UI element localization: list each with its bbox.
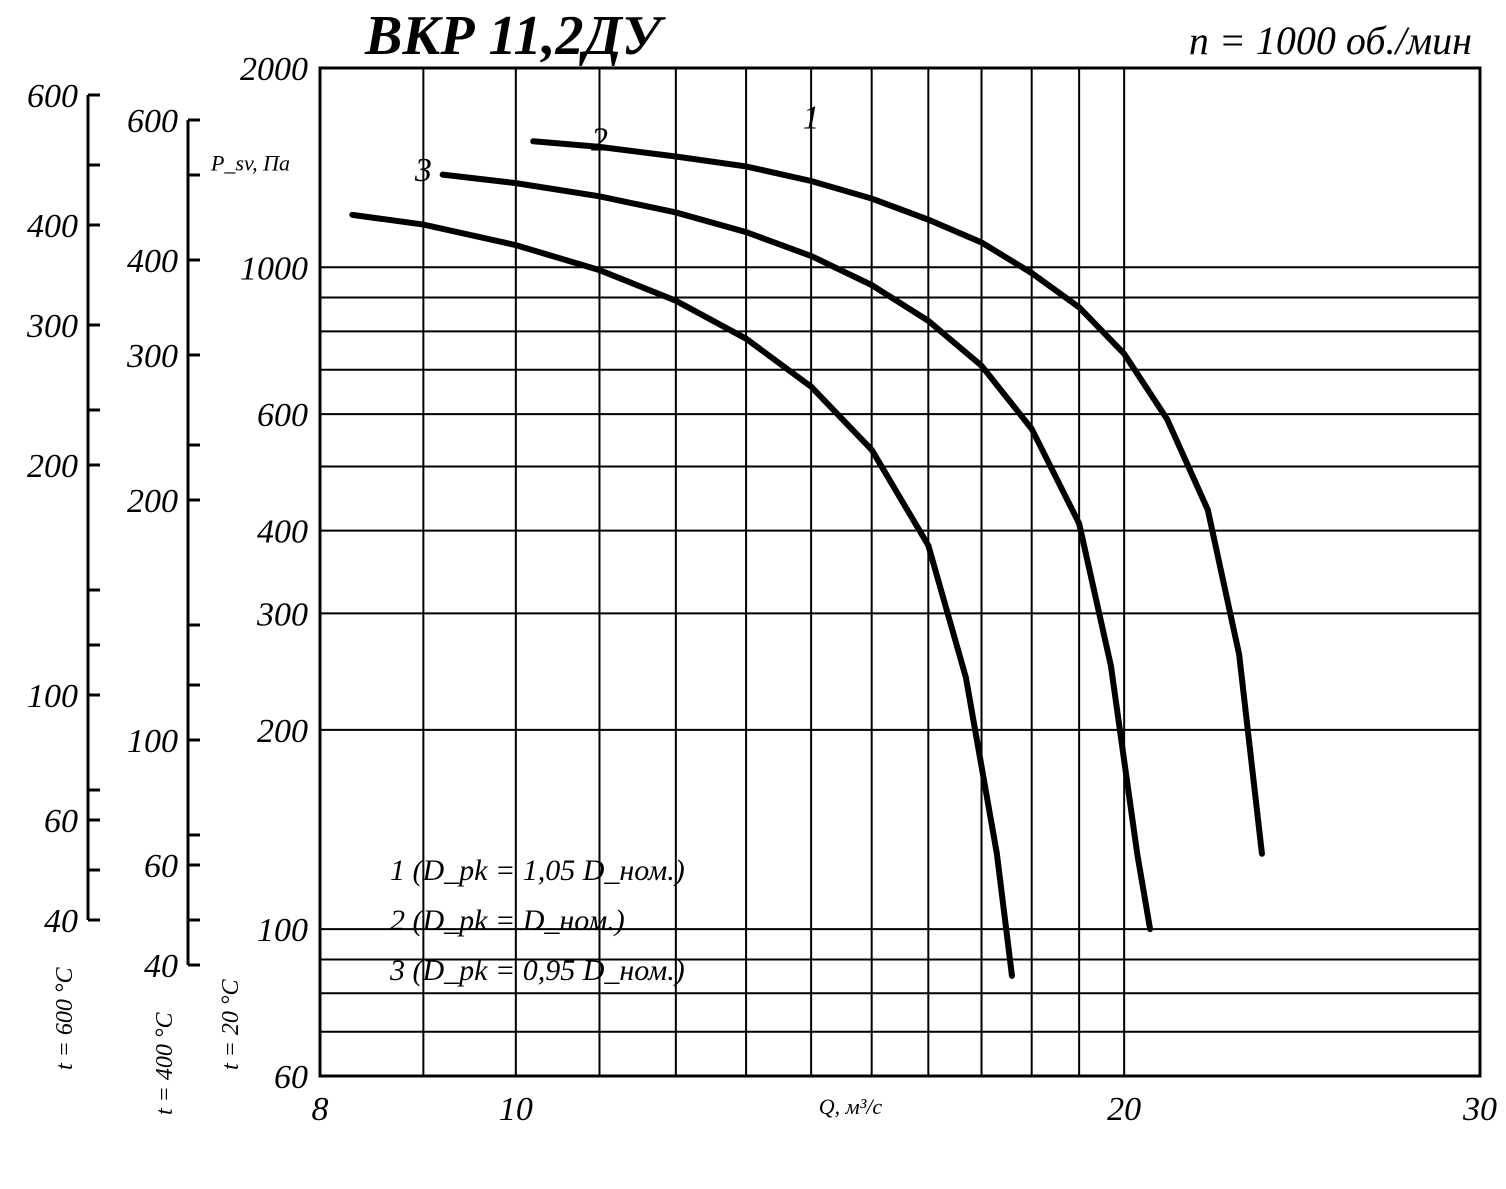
side-scale-label: 100 [27,678,78,715]
chart-title: ВКР 11,2ДУ [364,5,667,67]
side-scale-label: 600 [127,103,178,140]
x-tick-label: 30 [1462,1091,1497,1128]
y-tick-label: 600 [257,397,308,434]
x-tick-label: 20 [1107,1091,1141,1128]
curve-label-1: 1 [803,100,820,137]
curve-label-3: 3 [414,152,432,189]
side-scale-label: 60 [144,848,178,885]
y-tick-label: 200 [257,713,308,750]
side-scale-temp-label: t = 600 °C [52,967,78,1070]
legend-line: 1 (D_pk = 1,05 D_ном.) [390,854,685,887]
y-tick-label: 300 [256,596,308,633]
side-scale-label: 40 [44,903,78,940]
y-tick-label: 1000 [240,250,308,287]
side-scale-temp-label: t = 400 °C [152,1012,178,1115]
curve-2 [443,175,1150,929]
side-scale-label: 300 [26,308,78,345]
side-scale-label: 600 [27,78,78,115]
y-tick-label: 100 [257,912,308,949]
side-scale-label: 400 [27,208,78,245]
x-tick-label: 10 [499,1091,533,1128]
legend-line: 3 (D_pk = 0,95 D_ном.) [389,954,685,987]
y-axis-label: P_sv, Па [210,151,290,176]
temp-label-20: t = 20 °C [218,979,244,1070]
chart-subtitle: n = 1000 об./мин [1189,18,1472,63]
y-tick-label: 60 [274,1059,308,1096]
side-scale-label: 100 [127,723,178,760]
curve-label-2: 2 [591,122,608,159]
y-tick-label: 2000 [240,51,308,88]
legend-line: 2 (D_pk = D_ном.) [390,904,625,937]
side-scale-label: 200 [127,483,178,520]
x-axis-label: Q, м³/с [819,1094,883,1119]
side-scale-label: 60 [44,803,78,840]
x-tick-label: 8 [312,1091,329,1128]
y-tick-label: 400 [257,514,308,551]
side-scale-label: 300 [126,338,178,375]
side-scale-label: 200 [27,448,78,485]
side-scale-label: 400 [127,243,178,280]
side-scale-label: 40 [144,948,178,985]
